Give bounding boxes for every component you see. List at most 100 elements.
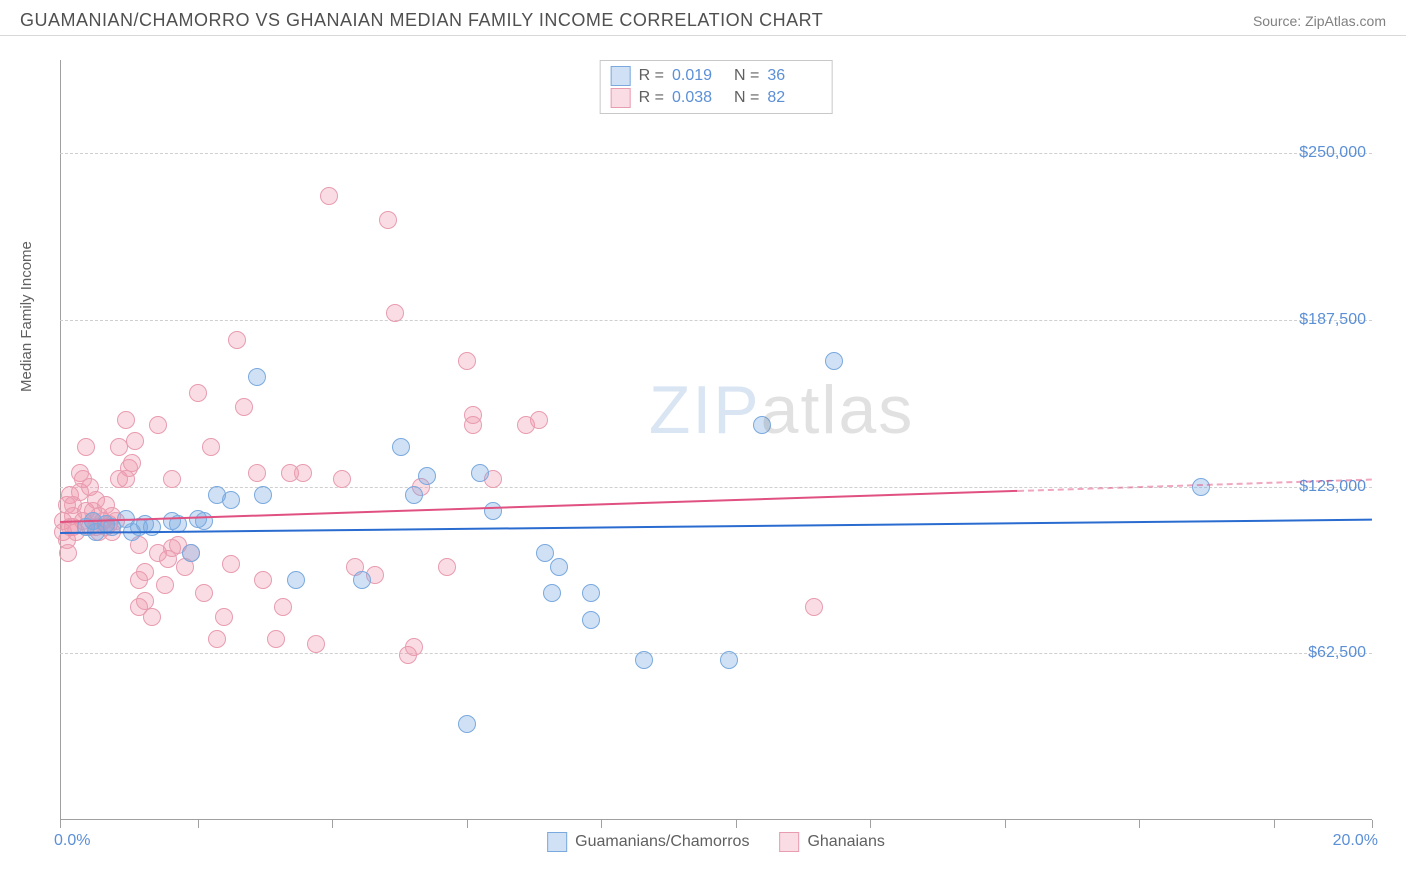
legend-n-value: 82 — [767, 89, 821, 107]
trend-line — [60, 519, 1372, 534]
data-point — [753, 416, 771, 434]
legend-r-label: R = — [639, 67, 664, 85]
data-point — [530, 411, 548, 429]
source-label: Source: — [1253, 13, 1301, 29]
data-point — [438, 558, 456, 576]
x-tick — [1005, 820, 1006, 828]
legend-n-value: 36 — [767, 67, 821, 85]
data-point — [320, 187, 338, 205]
legend-stat-row: R = 0.019 N = 36 — [611, 65, 822, 87]
data-point — [77, 438, 95, 456]
data-point — [353, 571, 371, 589]
data-point — [550, 558, 568, 576]
data-point — [126, 432, 144, 450]
chart-title: GUAMANIAN/CHAMORRO VS GHANAIAN MEDIAN FA… — [20, 10, 823, 31]
gridline — [60, 320, 1372, 321]
x-tick — [467, 820, 468, 828]
data-point — [458, 352, 476, 370]
data-point — [235, 398, 253, 416]
legend-swatch — [611, 66, 631, 86]
x-axis-min-label: 0.0% — [54, 832, 90, 850]
data-point — [149, 416, 167, 434]
legend-series-item: Ghanaians — [779, 832, 884, 852]
x-tick — [1274, 820, 1275, 828]
data-point — [720, 651, 738, 669]
data-point — [136, 563, 154, 581]
data-point — [458, 715, 476, 733]
y-axis-label: Median Family Income — [18, 241, 35, 392]
x-tick — [870, 820, 871, 828]
data-point — [254, 571, 272, 589]
legend-swatch — [547, 832, 567, 852]
gridline — [60, 153, 1372, 154]
legend-stat-row: R = 0.038 N = 82 — [611, 87, 822, 109]
y-tick-label: $250,000 — [1299, 144, 1366, 162]
data-point — [182, 544, 200, 562]
data-point — [274, 598, 292, 616]
data-point — [189, 384, 207, 402]
legend-swatch — [779, 832, 799, 852]
x-axis — [60, 819, 1372, 820]
source-name: ZipAtlas.com — [1305, 13, 1386, 29]
data-point — [582, 611, 600, 629]
x-tick — [198, 820, 199, 828]
legend-n-label: N = — [734, 67, 759, 85]
data-point — [222, 555, 240, 573]
data-point — [117, 411, 135, 429]
x-axis-max-label: 20.0% — [1333, 832, 1378, 850]
data-point — [195, 512, 213, 530]
data-point — [163, 470, 181, 488]
data-point — [248, 368, 266, 386]
legend-r-value: 0.038 — [672, 89, 726, 107]
x-tick — [60, 820, 61, 828]
x-tick — [1139, 820, 1140, 828]
data-point — [287, 571, 305, 589]
plot-area: ZIPatlas R =0.019N =36R =0.038N =82 0.0%… — [60, 60, 1372, 820]
data-point — [294, 464, 312, 482]
data-point — [471, 464, 489, 482]
legend-r-label: R = — [639, 89, 664, 107]
data-point — [195, 584, 213, 602]
x-tick — [736, 820, 737, 828]
data-point — [248, 464, 266, 482]
legend-swatch — [611, 88, 631, 108]
source-attribution: Source: ZipAtlas.com — [1253, 13, 1386, 29]
data-point — [333, 470, 351, 488]
watermark-zip: ZIP — [649, 372, 761, 448]
data-point — [215, 608, 233, 626]
legend-stats: R = 0.019 N = 36 R = 0.038 N = 82 — [600, 60, 833, 114]
legend-series: Guamanians/Chamorros Ghanaians — [547, 832, 885, 852]
data-point — [208, 630, 226, 648]
data-point — [635, 651, 653, 669]
data-point — [418, 467, 436, 485]
data-point — [805, 598, 823, 616]
watermark-atlas: atlas — [761, 372, 915, 448]
data-point — [307, 635, 325, 653]
legend-n-label: N = — [734, 89, 759, 107]
y-axis — [60, 60, 61, 820]
data-point — [582, 584, 600, 602]
legend-r-value: 0.019 — [672, 67, 726, 85]
data-point — [254, 486, 272, 504]
gridline — [60, 653, 1372, 654]
data-point — [484, 502, 502, 520]
data-point — [143, 608, 161, 626]
data-point — [392, 438, 410, 456]
data-point — [825, 352, 843, 370]
data-point — [228, 331, 246, 349]
data-point — [379, 211, 397, 229]
x-tick — [1372, 820, 1373, 828]
x-tick — [601, 820, 602, 828]
data-point — [123, 454, 141, 472]
data-point — [405, 638, 423, 656]
data-point — [1192, 478, 1210, 496]
watermark: ZIPatlas — [649, 371, 914, 449]
data-point — [464, 406, 482, 424]
x-tick — [332, 820, 333, 828]
legend-series-label: Guamanians/Chamorros — [575, 833, 749, 851]
legend-series-label: Ghanaians — [807, 833, 884, 851]
data-point — [156, 576, 174, 594]
chart-container: Median Family Income ZIPatlas R =0.019N … — [36, 42, 1386, 862]
data-point — [222, 491, 240, 509]
data-point — [267, 630, 285, 648]
